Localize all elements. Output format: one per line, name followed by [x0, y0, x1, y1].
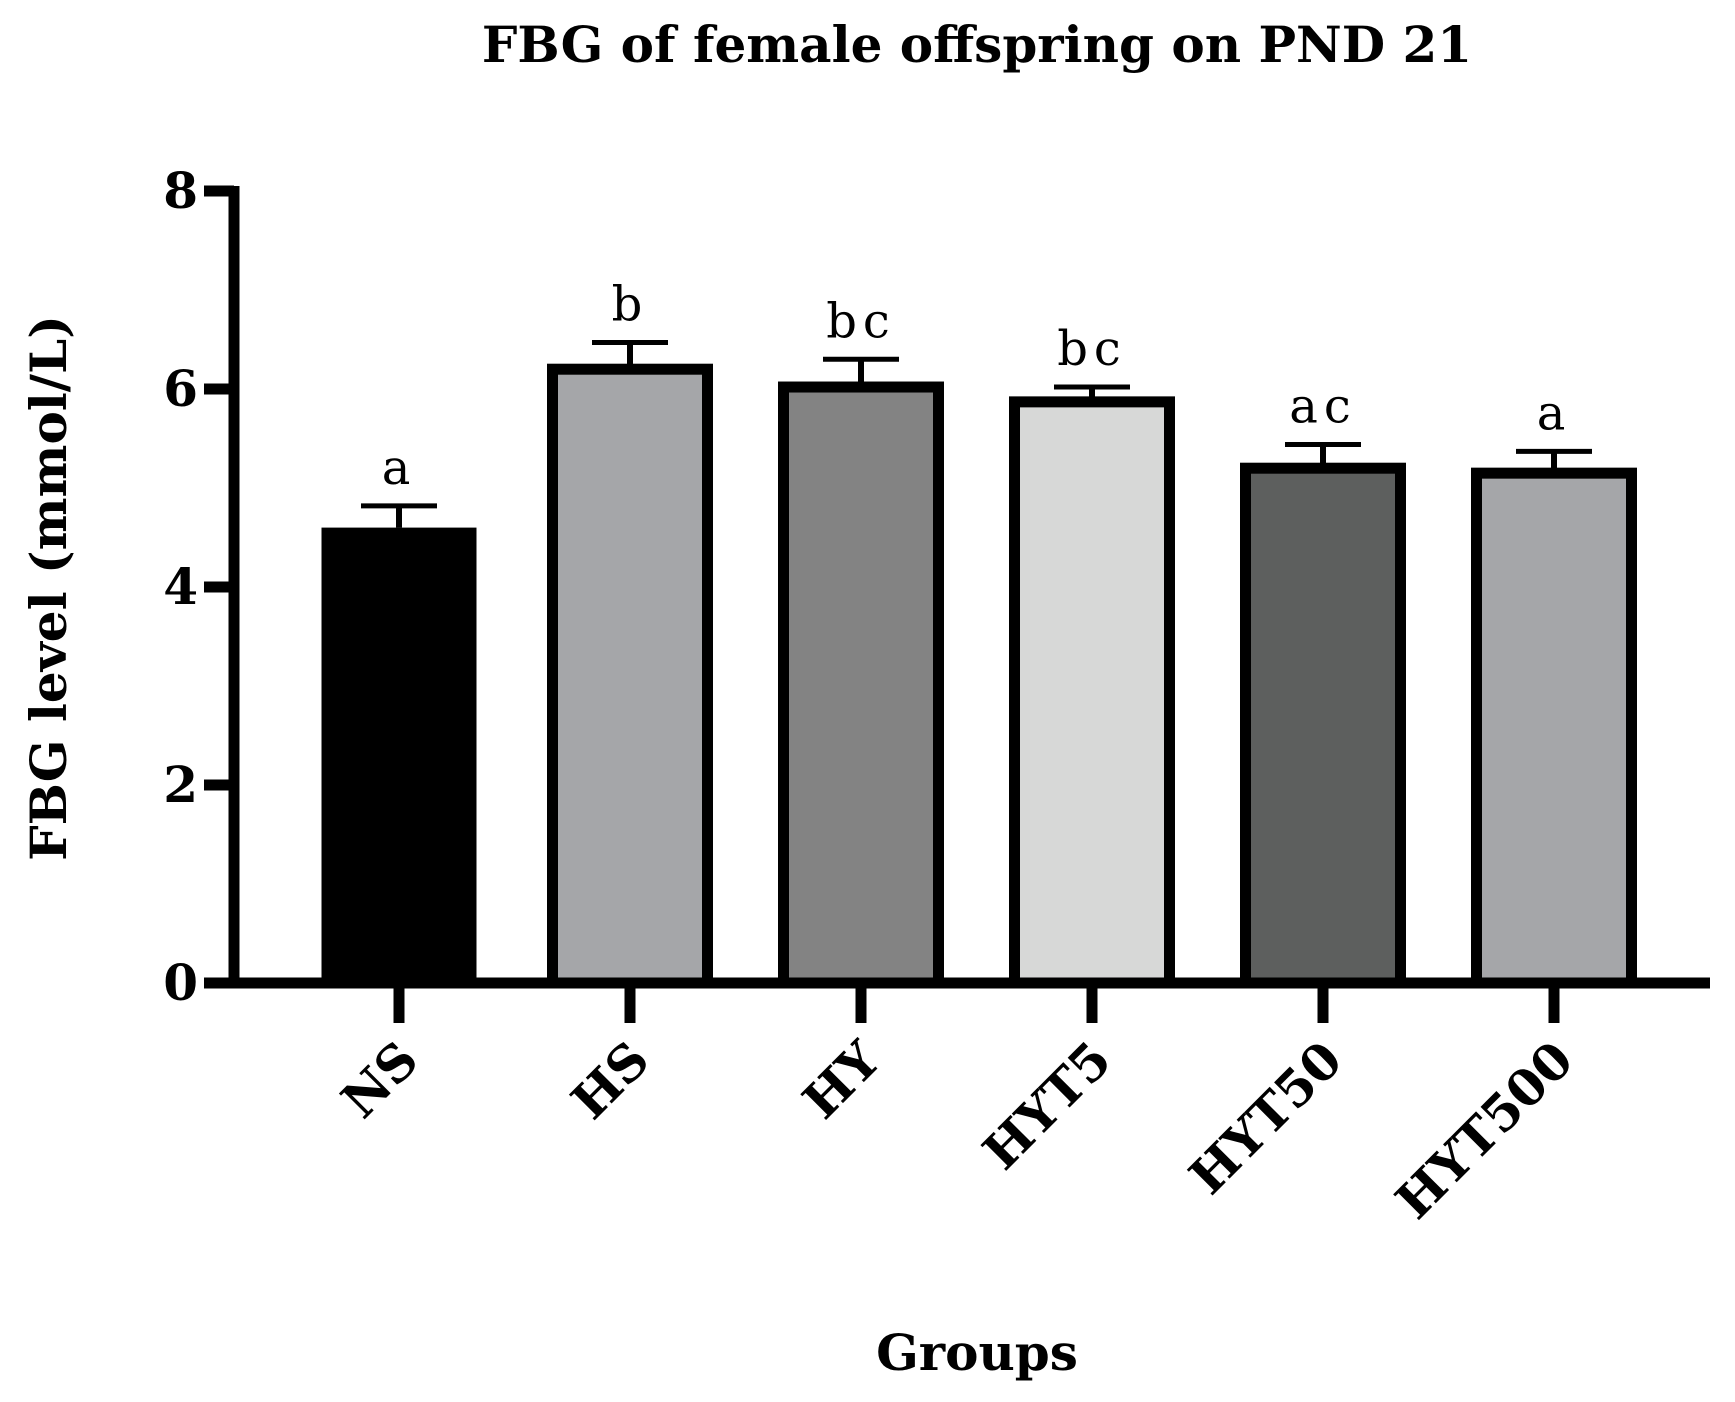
- y-tick-label-2: 2: [163, 755, 198, 814]
- y-tick-label-4: 4: [163, 557, 198, 616]
- bar-hyt5: [1009, 396, 1175, 989]
- plot-area: a NS b HS bc HY bc HYT5 ac HYT50 a HYT500 0 2 4 6 8: [163, 161, 1710, 1230]
- significance-label-hy: bc: [826, 293, 896, 349]
- y-tick-label-6: 6: [163, 359, 198, 418]
- significance-label-hs: b: [612, 276, 649, 332]
- bar-hyt500: [1471, 467, 1637, 989]
- x-tick-label-hyt50: HYT50: [1178, 1030, 1354, 1206]
- significance-label-ns: a: [382, 440, 417, 496]
- significance-label-hyt500: a: [1537, 385, 1572, 441]
- significance-label-hyt5: bc: [1057, 321, 1127, 377]
- x-tick-label-hyt500: HYT500: [1384, 1030, 1584, 1230]
- y-tick-label-8: 8: [163, 161, 198, 220]
- x-axis-label: Groups: [876, 1323, 1078, 1382]
- bar-ns: [321, 527, 477, 983]
- x-tick-label-ns: NS: [330, 1030, 430, 1130]
- significance-label-hyt50: ac: [1289, 378, 1357, 434]
- y-axis-label: FBG level (mmol/L): [19, 315, 78, 861]
- x-tick-label-hyt5: HYT5: [971, 1030, 1122, 1181]
- x-tick-label-hs: HS: [560, 1030, 661, 1131]
- x-tick-label-hy: HY: [791, 1029, 892, 1130]
- bar-hy: [778, 381, 944, 989]
- bar-hs: [547, 363, 713, 989]
- bar-hyt50: [1240, 462, 1406, 989]
- chart-title: FBG of female offspring on PND 21: [482, 15, 1472, 74]
- y-tick-label-0: 0: [163, 953, 198, 1012]
